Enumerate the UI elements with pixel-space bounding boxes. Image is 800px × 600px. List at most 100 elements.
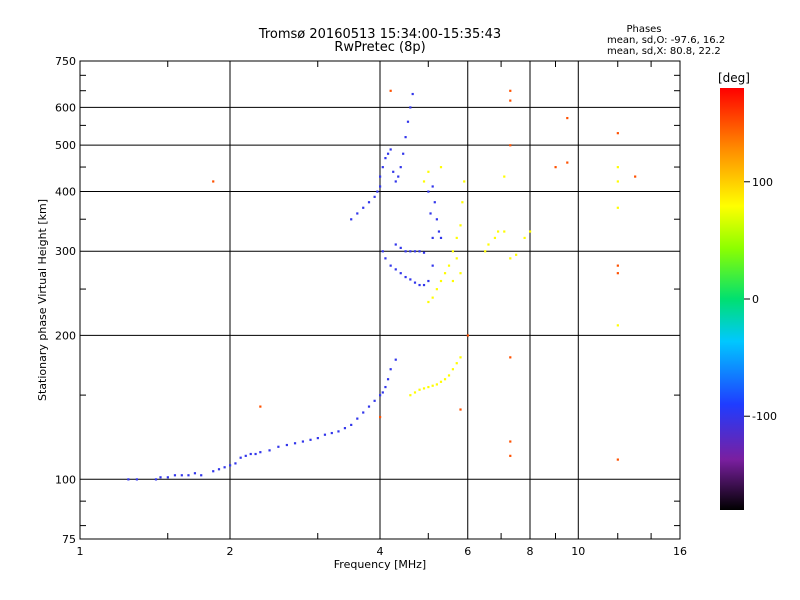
data-point bbox=[399, 272, 402, 275]
data-point bbox=[431, 185, 434, 188]
phase-o-stats: mean, sd,O: -97.6, 16.2 bbox=[607, 35, 726, 46]
data-point bbox=[379, 415, 382, 419]
data-point bbox=[413, 391, 417, 394]
data-point bbox=[229, 464, 232, 467]
data-point bbox=[616, 166, 619, 169]
y-tick-label: 75 bbox=[62, 533, 76, 546]
data-point bbox=[367, 405, 371, 408]
data-point bbox=[337, 430, 340, 433]
data-point bbox=[447, 264, 451, 267]
data-point bbox=[418, 388, 421, 391]
y-tick-label: 750 bbox=[55, 55, 76, 68]
data-point bbox=[413, 281, 417, 284]
data-point bbox=[392, 170, 395, 173]
data-point bbox=[180, 474, 183, 477]
data-point bbox=[397, 175, 400, 178]
data-point bbox=[127, 478, 130, 481]
tick-marks bbox=[80, 61, 680, 539]
data-point bbox=[447, 374, 451, 377]
data-point bbox=[373, 399, 376, 402]
data-point bbox=[431, 264, 434, 267]
data-point bbox=[496, 230, 500, 233]
data-point bbox=[427, 170, 430, 173]
y-tick-label: 300 bbox=[55, 245, 76, 258]
data-point bbox=[166, 476, 169, 479]
data-point bbox=[422, 251, 426, 254]
data-point bbox=[217, 468, 221, 471]
data-point bbox=[301, 440, 305, 443]
data-point bbox=[154, 478, 158, 481]
data-point bbox=[200, 474, 203, 477]
data-point bbox=[277, 445, 280, 448]
data-point bbox=[381, 250, 384, 253]
y-tick-label: 200 bbox=[55, 329, 76, 342]
data-point bbox=[616, 324, 619, 327]
data-point bbox=[411, 92, 414, 96]
data-point bbox=[566, 116, 569, 120]
data-point bbox=[616, 180, 619, 183]
data-point bbox=[463, 180, 466, 183]
data-point bbox=[409, 278, 412, 281]
data-point bbox=[376, 190, 379, 193]
data-point bbox=[356, 212, 359, 215]
y-tick-label: 400 bbox=[55, 185, 76, 198]
data-point bbox=[386, 152, 390, 155]
data-point bbox=[259, 405, 262, 408]
phase-x-stats: mean, sd,X: 80.8, 22.2 bbox=[607, 46, 721, 57]
data-point bbox=[254, 452, 257, 456]
data-point bbox=[422, 387, 426, 390]
data-point bbox=[439, 166, 443, 169]
data-point bbox=[413, 250, 417, 253]
data-point bbox=[384, 157, 387, 160]
data-point bbox=[439, 380, 443, 383]
data-point bbox=[427, 190, 430, 193]
data-point bbox=[373, 195, 376, 198]
data-point bbox=[212, 470, 215, 473]
data-point bbox=[285, 443, 288, 447]
data-point bbox=[616, 132, 619, 135]
data-point bbox=[418, 283, 421, 287]
y-tick-label: 600 bbox=[55, 101, 76, 114]
data-point bbox=[459, 356, 462, 359]
data-point bbox=[509, 99, 512, 102]
data-point bbox=[309, 438, 312, 441]
data-point bbox=[386, 378, 390, 381]
x-tick-labels: 1 2 4 6 8 10 16 bbox=[77, 545, 688, 558]
data-point bbox=[244, 454, 247, 457]
data-point bbox=[356, 417, 359, 420]
x-tick-label: 4 bbox=[377, 545, 384, 558]
data-point bbox=[212, 180, 215, 183]
data-point bbox=[362, 206, 365, 209]
data-point bbox=[343, 427, 347, 430]
data-point bbox=[239, 456, 242, 459]
data-point bbox=[223, 466, 226, 469]
data-point bbox=[437, 230, 441, 233]
data-point bbox=[459, 272, 462, 275]
data-point bbox=[399, 246, 402, 249]
data-point bbox=[350, 218, 353, 221]
data-point bbox=[503, 175, 506, 178]
chart-title: Tromsø 20160513 15:34:00-15:35:43 bbox=[258, 27, 502, 42]
data-point bbox=[404, 250, 407, 253]
data-point bbox=[330, 431, 333, 435]
data-point bbox=[429, 212, 432, 215]
data-point bbox=[455, 257, 458, 260]
data-point bbox=[509, 454, 512, 457]
data-point bbox=[379, 185, 382, 188]
data-point bbox=[493, 236, 497, 240]
data-point bbox=[187, 474, 190, 477]
data-point bbox=[509, 257, 512, 260]
data-point bbox=[427, 300, 430, 304]
data-point bbox=[404, 136, 407, 139]
data-point bbox=[431, 296, 434, 299]
data-point bbox=[616, 206, 619, 209]
data-point bbox=[389, 148, 392, 151]
data-point bbox=[509, 144, 512, 147]
data-point bbox=[350, 423, 353, 427]
data-point bbox=[249, 452, 252, 456]
data-point bbox=[406, 120, 410, 123]
data-point bbox=[394, 268, 397, 271]
grid bbox=[80, 61, 680, 539]
data-point bbox=[394, 358, 397, 361]
